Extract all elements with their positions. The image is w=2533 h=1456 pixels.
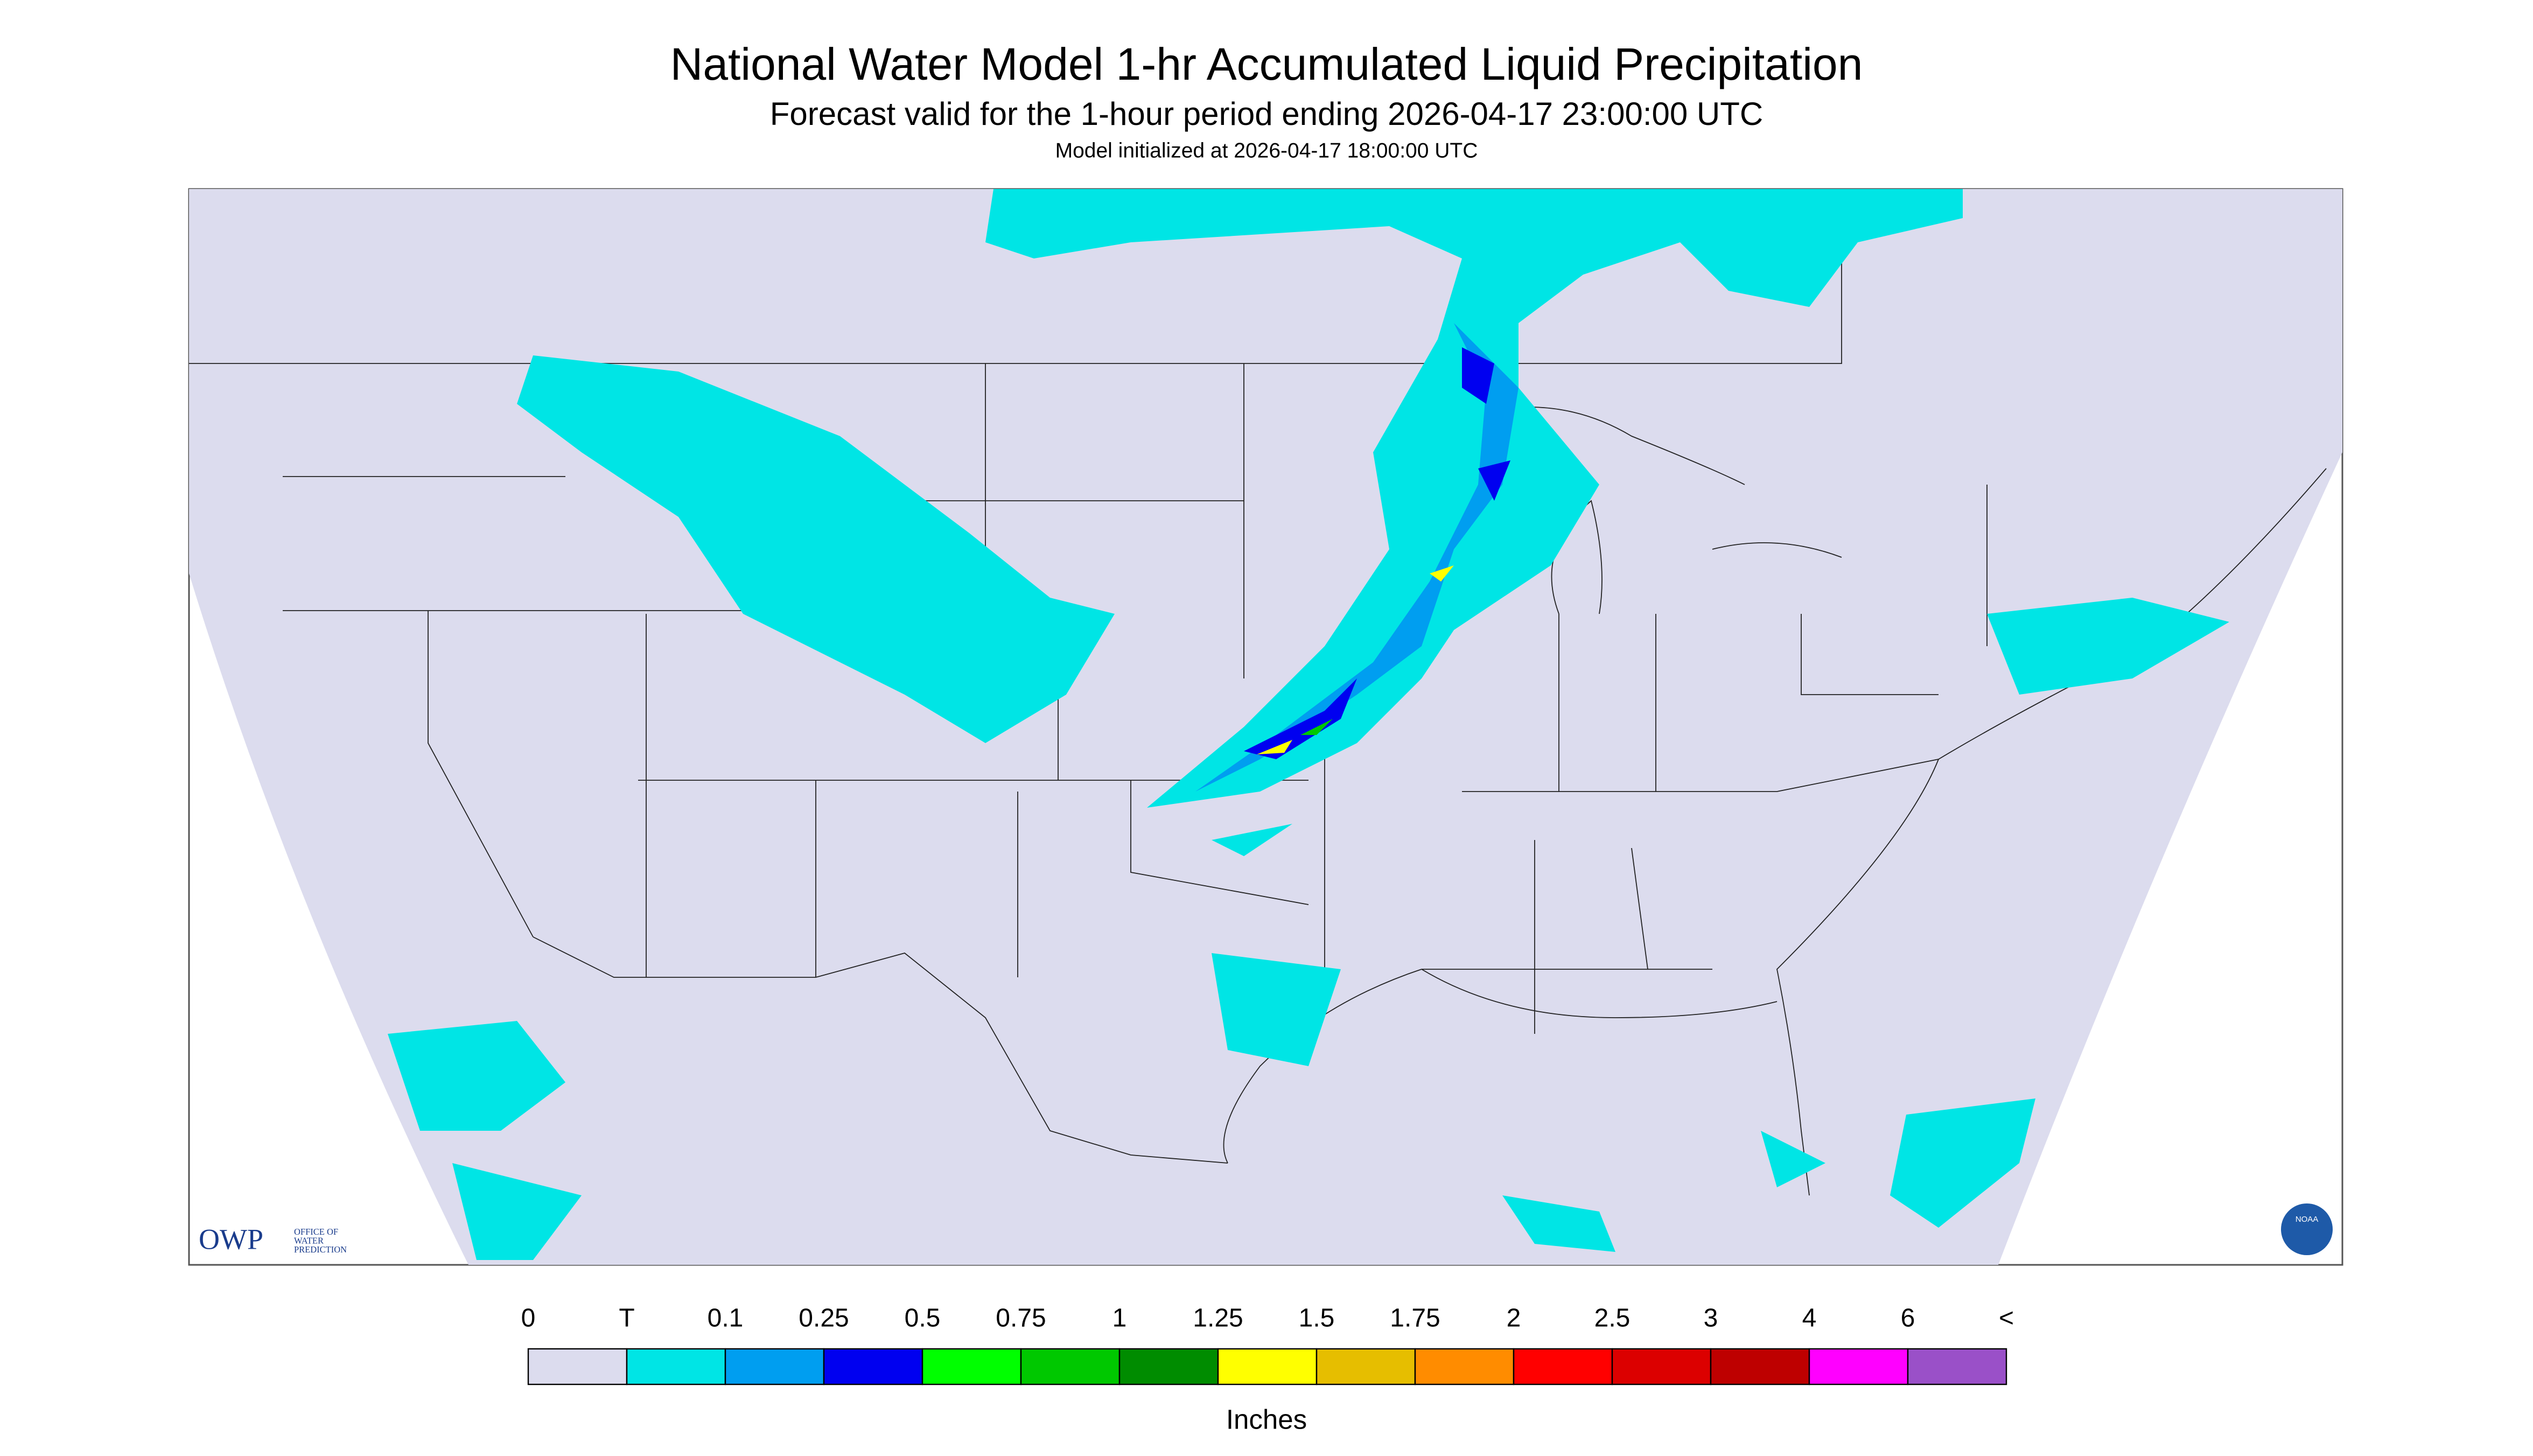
subtitle: Forecast valid for the 1-hour period end… (770, 96, 1763, 132)
colorbar-swatch (1808, 1348, 1909, 1385)
title: National Water Model 1-hr Accumulated Li… (670, 39, 1863, 89)
mexico-border (533, 936, 1228, 1164)
colorbar-label: 2.5 (1594, 1304, 1631, 1333)
colorbar-label: 2 (1507, 1304, 1521, 1333)
state-lines (283, 363, 1988, 1034)
owp-name-line: PREDICTION (294, 1244, 347, 1255)
colorbar-swatch (823, 1348, 923, 1385)
colorbar-label: 0 (521, 1304, 536, 1333)
colorbar-swatch (1611, 1348, 1712, 1385)
precip-plains (517, 355, 1115, 744)
colorbar-swatch (1217, 1348, 1318, 1385)
colorbar-swatch (1316, 1348, 1416, 1385)
owp-name-line: WATER (294, 1235, 324, 1245)
colorbar-swatch (1710, 1348, 1810, 1385)
colorbar-label: 1.5 (1299, 1304, 1335, 1333)
colorbar-label: 1.75 (1390, 1304, 1440, 1333)
noaa-logo (2281, 1203, 2333, 1256)
colorbar-swatch (1414, 1348, 1515, 1385)
colorbar-swatch (1513, 1348, 1613, 1385)
colorbar-label: 0.1 (708, 1304, 744, 1333)
precipitation (388, 189, 2229, 1261)
colorbar-label: 0.25 (799, 1304, 849, 1333)
colorbar-swatch (724, 1348, 825, 1385)
owp-name-line: OFFICE OF (294, 1227, 338, 1237)
colorbar-swatch (1907, 1348, 2007, 1385)
noaa-logo-text: NOAA (2296, 1215, 2319, 1224)
colorbar-label: 1 (1112, 1304, 1127, 1333)
colorbar-swatch (1020, 1348, 1121, 1385)
colorbar-label: 6 (1901, 1304, 1915, 1333)
colorbar-label: 3 (1704, 1304, 1718, 1333)
east-coast (1776, 468, 2327, 1196)
colorbar-label: 4 (1802, 1304, 1817, 1333)
colorbar-label: < (1999, 1304, 2014, 1333)
precip-core-green (1300, 719, 1333, 736)
gulf-coast (1223, 969, 1778, 1164)
colorbar-label: 0.5 (905, 1304, 941, 1333)
owp-logo: OWP (199, 1223, 263, 1255)
colorbar-swatch (626, 1348, 726, 1385)
colorbar-swatch (1118, 1348, 1219, 1385)
colorbar-swatch (921, 1348, 1022, 1385)
colorbar: 0 T 0.1 0.25 0.5 0.75 1 1.25 1.5 1.75 2 2.5 3 4 6 < (521, 1304, 2014, 1385)
precip-heavy (1244, 347, 1510, 760)
colorbar-label: T (619, 1304, 634, 1333)
colorbar-swatch (527, 1348, 628, 1385)
precip-scattered (388, 598, 2229, 1261)
init-note: Model initialized at 2026-04-17 18:00:00… (1055, 139, 1478, 162)
colorbar-label: 0.75 (996, 1304, 1046, 1333)
colorbar-label: 1.25 (1193, 1304, 1243, 1333)
borders (189, 189, 2327, 1196)
colorbar-units: Inches (1226, 1404, 1307, 1434)
